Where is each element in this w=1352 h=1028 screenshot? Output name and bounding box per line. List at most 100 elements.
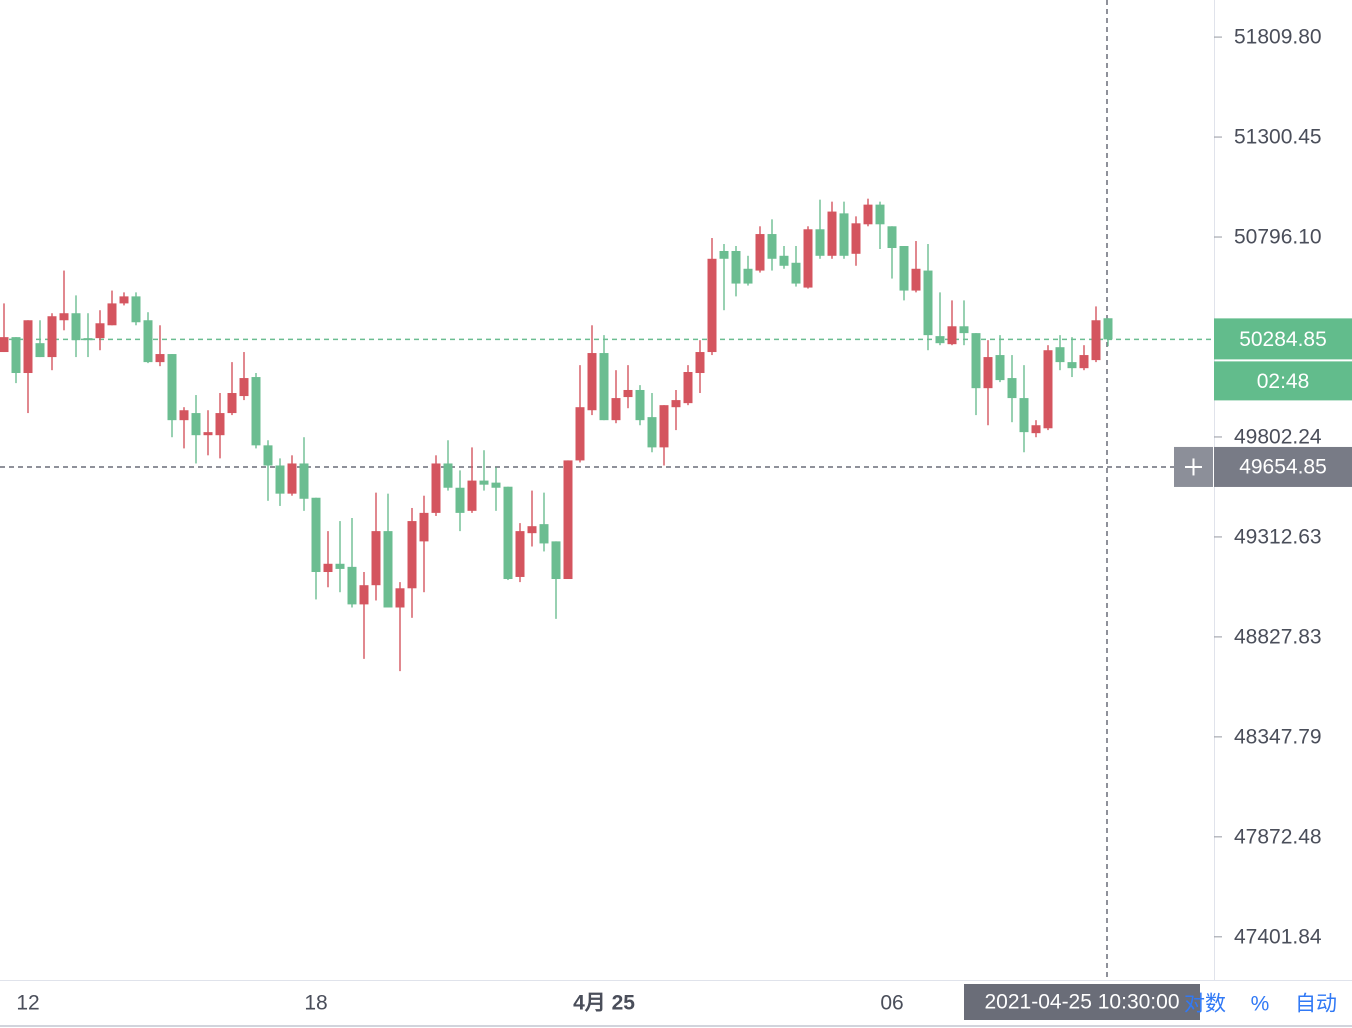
y-tick-label: 49312.63 <box>1234 525 1322 548</box>
candle-body <box>659 405 669 448</box>
candle-body <box>719 250 729 259</box>
candle-body <box>803 229 813 288</box>
candle-body <box>383 531 393 608</box>
candle-body <box>983 357 993 389</box>
candle-body <box>491 482 501 488</box>
candle-body <box>455 487 465 513</box>
candle-body <box>143 320 153 363</box>
candle-body <box>419 512 429 542</box>
scale-button[interactable]: 对数 <box>1184 993 1226 1016</box>
candle-body <box>695 352 705 374</box>
candle-body <box>59 313 69 321</box>
candle-body <box>479 480 489 485</box>
candle-body <box>1067 362 1077 369</box>
candle-body <box>815 229 825 256</box>
candle-body <box>959 326 969 334</box>
candle-body <box>755 234 765 271</box>
candle-body <box>911 268 921 291</box>
candle-body <box>251 377 261 446</box>
candle-body <box>1043 350 1053 429</box>
candle-body <box>1103 318 1113 340</box>
candle-body <box>395 588 405 608</box>
candle-body <box>95 323 105 339</box>
candle-body <box>935 336 945 344</box>
candle-body <box>791 262 801 284</box>
candle-body <box>371 531 381 586</box>
candle-body <box>515 531 525 577</box>
candle-body <box>731 250 741 284</box>
candle-body <box>179 410 189 421</box>
countdown-label: 02:48 <box>1257 370 1310 393</box>
candle-body <box>851 223 861 254</box>
candle-body <box>191 413 201 436</box>
candle-body <box>11 337 21 374</box>
candle-body <box>263 445 273 466</box>
candle-body <box>599 353 609 421</box>
candle-body <box>887 226 897 249</box>
last-price-box <box>1214 318 1352 360</box>
candle-body <box>227 393 237 414</box>
candle-body <box>527 526 537 534</box>
candle-body <box>443 463 453 488</box>
candle-body <box>503 486 513 580</box>
candle-body <box>551 541 561 580</box>
candle-body <box>1007 378 1017 399</box>
candle-body <box>23 320 33 374</box>
candle-body <box>347 566 357 605</box>
candle-body <box>119 296 129 304</box>
y-tick-label: 51300.45 <box>1234 126 1322 149</box>
candle-body <box>311 497 321 573</box>
candle-body <box>215 413 225 436</box>
candle-body <box>587 353 597 411</box>
candle-body <box>35 343 45 358</box>
candle-body <box>635 389 645 421</box>
candle-body <box>275 465 285 494</box>
y-tick-label: 50796.10 <box>1234 226 1322 249</box>
candle-body <box>431 463 441 513</box>
candle-body <box>323 563 333 573</box>
candle-body <box>1079 355 1089 369</box>
candle-body <box>203 432 213 436</box>
candle-body <box>827 211 837 256</box>
x-tick-label: 18 <box>304 992 327 1015</box>
candle-body <box>623 389 633 398</box>
x-tick-label: 06 <box>880 992 903 1015</box>
candle-body <box>335 563 345 569</box>
candle-body <box>647 417 657 448</box>
candle-body <box>875 204 885 225</box>
y-tick-label: 47401.84 <box>1234 925 1322 948</box>
candle-body <box>743 268 753 284</box>
candle-body <box>71 313 81 341</box>
candle-body <box>947 326 957 345</box>
candle-body <box>575 407 585 461</box>
candle-body <box>359 585 369 605</box>
candle-body <box>155 354 165 363</box>
scale-button[interactable]: % <box>1251 993 1270 1016</box>
crosshair-price-box <box>1214 446 1352 487</box>
crosshair-time-box <box>964 984 1200 1020</box>
candle-body <box>239 378 249 397</box>
scale-button[interactable]: 自动 <box>1295 993 1337 1016</box>
candle-body <box>971 333 981 389</box>
y-tick-label: 47872.48 <box>1234 825 1322 848</box>
candle-body <box>923 270 933 336</box>
last-price-label: 50284.85 <box>1239 328 1327 351</box>
candle-body <box>683 372 693 404</box>
candle-body <box>1055 347 1065 363</box>
candle-body <box>1031 425 1041 434</box>
y-tick-label: 51809.80 <box>1234 26 1322 49</box>
candle-body <box>539 524 549 544</box>
candle-body <box>0 337 9 353</box>
candle-body <box>1019 398 1029 433</box>
candle-body <box>779 255 789 266</box>
candle-body <box>467 480 477 511</box>
candle-body <box>707 258 717 353</box>
candle-body <box>671 400 681 408</box>
y-tick-label: 49802.24 <box>1234 426 1322 449</box>
candle-body <box>131 296 141 323</box>
candle-body <box>611 398 621 421</box>
price-axis-bg <box>1214 0 1352 980</box>
